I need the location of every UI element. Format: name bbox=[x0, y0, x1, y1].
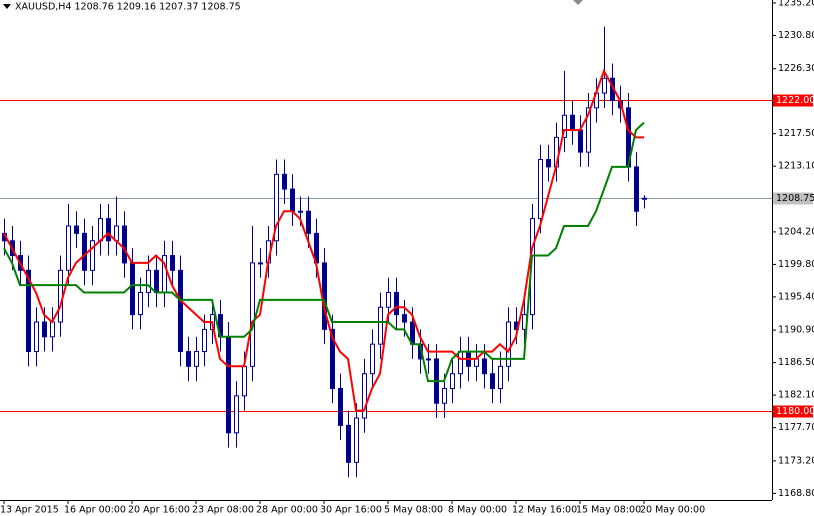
candle-body bbox=[362, 373, 367, 419]
candle-body bbox=[386, 291, 391, 308]
x-tick-label: 28 Apr 00:00 bbox=[256, 505, 318, 516]
candle-body bbox=[586, 107, 591, 153]
candle-body bbox=[298, 210, 303, 213]
candle-body bbox=[250, 262, 255, 367]
candle-body bbox=[546, 159, 551, 168]
y-tick-label: 1230.80 bbox=[778, 30, 814, 41]
candle-body bbox=[50, 321, 55, 338]
candle-body bbox=[90, 240, 95, 271]
y-tick-label: 1177.70 bbox=[778, 422, 814, 433]
y-tick-label: 1199.80 bbox=[778, 259, 814, 270]
y-tick-label: 1235.20 bbox=[778, 0, 814, 8]
candle-body bbox=[290, 188, 295, 212]
candle-body bbox=[202, 328, 207, 353]
level-tag bbox=[773, 405, 813, 418]
x-tick-label: 30 Apr 16:00 bbox=[320, 505, 382, 516]
candle-body bbox=[458, 351, 463, 375]
candle-body bbox=[178, 269, 183, 353]
candle-body bbox=[74, 225, 79, 234]
y-tick-label: 1213.10 bbox=[778, 161, 814, 172]
level-label: 1222.00 bbox=[776, 95, 814, 106]
y-tick-label: 1217.50 bbox=[778, 128, 814, 139]
candle-body bbox=[282, 173, 287, 190]
candle-body bbox=[426, 358, 431, 361]
candle-body bbox=[66, 225, 71, 271]
candle-body bbox=[474, 358, 479, 367]
candle-body bbox=[450, 373, 455, 389]
y-tick-label: 1195.40 bbox=[778, 291, 814, 302]
candle-body bbox=[58, 269, 63, 323]
y-tick-label: 1226.30 bbox=[778, 63, 814, 74]
candle-body bbox=[570, 114, 575, 131]
y-tick-label: 1190.90 bbox=[778, 325, 814, 336]
candle-body bbox=[442, 387, 447, 404]
candle-body bbox=[354, 417, 359, 463]
x-tick-label: 20 Apr 16:00 bbox=[128, 505, 190, 516]
candle-body bbox=[154, 269, 159, 293]
candle-body bbox=[242, 365, 247, 397]
candle-body bbox=[26, 269, 31, 353]
x-tick-label: 8 May 00:00 bbox=[448, 505, 507, 516]
candle-body bbox=[402, 314, 407, 323]
last-price-tag bbox=[773, 192, 813, 205]
candle-body bbox=[130, 262, 135, 316]
candle-body bbox=[106, 218, 111, 242]
candle-body bbox=[194, 351, 199, 367]
candle-body bbox=[338, 387, 343, 426]
x-tick-label: 5 May 08:00 bbox=[384, 505, 443, 516]
x-tick-label: 23 Apr 08:00 bbox=[192, 505, 254, 516]
level-label: 1180.00 bbox=[776, 406, 814, 417]
x-tick-label: 13 Apr 2015 bbox=[0, 505, 59, 516]
x-tick-label: 20 May 00:00 bbox=[640, 505, 705, 516]
x-tick-label: 15 May 08:00 bbox=[576, 505, 641, 516]
candle-body bbox=[98, 218, 103, 242]
candle-body bbox=[642, 197, 647, 200]
candle-body bbox=[34, 321, 39, 353]
candle-body bbox=[274, 173, 279, 242]
candle-body bbox=[234, 395, 239, 434]
candle-body bbox=[346, 424, 351, 463]
y-tick-label: 1168.80 bbox=[778, 488, 814, 499]
level-tag bbox=[773, 94, 813, 107]
candle-body bbox=[226, 336, 231, 434]
indicator-line bbox=[3, 121, 645, 383]
y-tick-label: 1204.20 bbox=[778, 226, 814, 237]
candle-body bbox=[122, 225, 127, 264]
candle-body bbox=[322, 262, 327, 330]
x-tick-label: 16 Apr 00:00 bbox=[64, 505, 126, 516]
y-tick-label: 1182.10 bbox=[778, 390, 814, 401]
candle-body bbox=[170, 255, 175, 271]
x-tick-label: 12 May 16:00 bbox=[512, 505, 577, 516]
candle-body bbox=[306, 210, 311, 234]
y-tick-label: 1186.50 bbox=[778, 357, 814, 368]
candle-body bbox=[186, 351, 191, 367]
candle-body bbox=[482, 358, 487, 375]
candle-body bbox=[602, 77, 607, 94]
chart-title: XAUUSD,H4 1208.76 1209.16 1207.37 1208.7… bbox=[15, 2, 241, 13]
candle-body bbox=[114, 225, 119, 242]
scroll-marker bbox=[573, 0, 583, 5]
indicator-line bbox=[3, 68, 644, 412]
candle-body bbox=[82, 232, 87, 271]
candle-body bbox=[394, 291, 399, 316]
candle-body bbox=[506, 321, 511, 367]
last-price-label: 1208.75 bbox=[776, 193, 814, 204]
candle-body bbox=[562, 114, 567, 138]
y-tick-label: 1173.20 bbox=[778, 455, 814, 466]
candle-body bbox=[634, 166, 639, 212]
candle-body bbox=[42, 321, 47, 338]
candle-body bbox=[330, 328, 335, 389]
candle-body bbox=[538, 159, 543, 220]
candle-body bbox=[378, 306, 383, 345]
candle-body bbox=[258, 262, 263, 265]
candle-body bbox=[138, 291, 143, 316]
candle-body bbox=[578, 129, 583, 153]
candle-body bbox=[146, 269, 151, 293]
candle-body bbox=[498, 365, 503, 389]
candle-body bbox=[490, 373, 495, 389]
candle-body bbox=[370, 343, 375, 375]
symbol-menu-icon[interactable] bbox=[3, 4, 11, 9]
